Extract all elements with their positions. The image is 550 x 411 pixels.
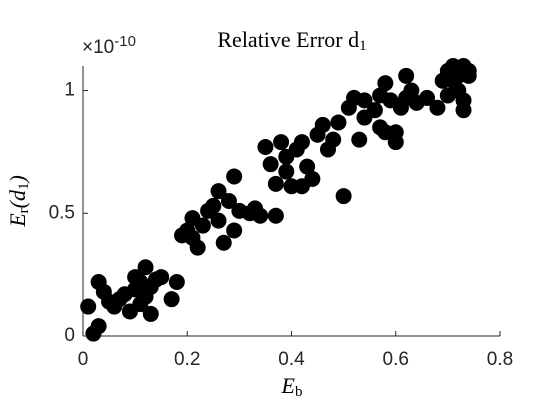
point [210,183,227,200]
point [80,298,97,315]
y-exponent: ×10-10 [82,33,136,58]
point [168,274,185,290]
chart-title: Relative Error d1 [217,27,366,54]
point [205,197,222,214]
point [210,212,227,229]
label-part: b [295,384,303,400]
label-part: E [281,373,296,398]
point [220,193,237,209]
point [90,318,107,335]
point [330,114,347,131]
point [314,116,331,133]
point [252,207,269,224]
point [142,305,159,322]
y-multiplier: ×10 [82,37,114,58]
point [194,217,211,234]
point [163,291,180,308]
y-tick-label: 1 [64,80,75,101]
y-axis-label: Er(d1) [5,175,32,228]
point [299,158,316,175]
label-part: r [16,208,32,213]
x-axis-label: Eb [281,373,303,400]
point [257,139,274,155]
label-part: (d [5,189,30,208]
y-tick-label: 0 [64,325,75,346]
point [226,222,243,239]
point [377,75,394,92]
point [273,134,290,151]
y-tick-label: 0.5 [49,202,75,223]
label-part: 1 [359,38,367,54]
point [267,175,284,192]
label-part: ) [5,175,30,184]
point [455,92,472,109]
point [101,293,118,310]
x-tick-label: 0.2 [174,349,200,370]
point [293,134,310,151]
point [429,99,446,116]
x-tick-label: 0.8 [487,349,513,370]
x-tick-label: 0.6 [383,349,409,370]
x-tick-label: 0 [78,349,89,370]
point [419,89,436,106]
label-part: Relative Error d [217,27,359,52]
point [278,163,295,180]
point [267,207,284,224]
point [215,234,232,251]
point [226,168,243,185]
point [351,131,368,148]
point [137,259,154,276]
point [189,239,206,256]
point [335,188,352,205]
point [403,82,420,99]
x-tick-label: 0.4 [278,349,305,370]
y-exponent-power: -10 [114,33,136,50]
point [455,58,472,74]
point [387,134,404,151]
point [398,67,415,84]
point [366,102,383,119]
point [325,131,342,148]
point [304,170,321,187]
point [262,156,279,173]
point [132,296,149,313]
point [356,92,373,109]
label-part: 1 [16,183,32,191]
point [153,269,170,286]
label-part: E [5,213,30,228]
